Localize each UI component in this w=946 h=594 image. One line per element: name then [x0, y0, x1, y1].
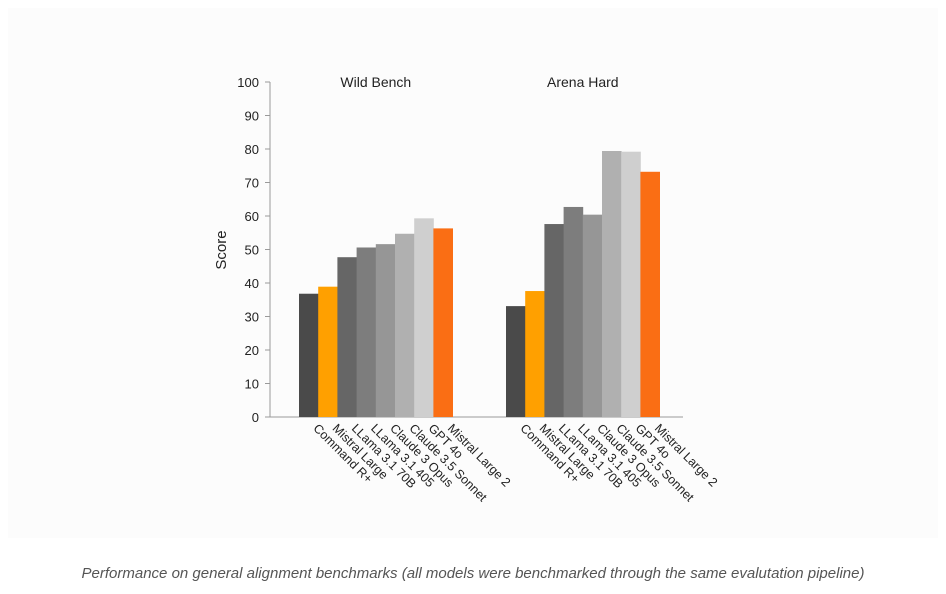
y-axis-title: Score — [213, 230, 230, 269]
bar — [356, 247, 377, 417]
bar — [414, 218, 434, 417]
figure-panel — [8, 8, 938, 538]
bar — [602, 151, 622, 417]
bar — [640, 171, 660, 417]
y-tick-label: 10 — [245, 377, 259, 392]
bar — [582, 214, 603, 417]
y-tick-label: 60 — [245, 209, 259, 224]
bar — [375, 244, 396, 417]
bar — [525, 291, 545, 417]
group-title: Wild Bench — [340, 74, 411, 90]
y-tick-label: 90 — [245, 109, 259, 124]
bar — [433, 228, 453, 417]
bar — [563, 206, 584, 417]
bar — [395, 233, 415, 417]
bar — [337, 257, 357, 417]
y-tick-label: 30 — [245, 310, 259, 325]
y-tick-label: 40 — [245, 276, 259, 291]
figure-caption: Performance on general alignment benchma… — [81, 565, 865, 582]
bar — [299, 293, 319, 417]
bar — [318, 286, 338, 417]
y-tick-label: 80 — [245, 142, 259, 157]
group-title: Arena Hard — [547, 74, 619, 90]
y-tick-label: 70 — [245, 176, 259, 191]
bar — [621, 151, 641, 417]
y-tick-label: 0 — [252, 410, 259, 425]
bar — [544, 224, 564, 417]
bar — [506, 306, 526, 417]
y-tick-label: 100 — [237, 75, 259, 90]
y-tick-label: 20 — [245, 343, 259, 358]
y-tick-label: 50 — [245, 243, 259, 258]
